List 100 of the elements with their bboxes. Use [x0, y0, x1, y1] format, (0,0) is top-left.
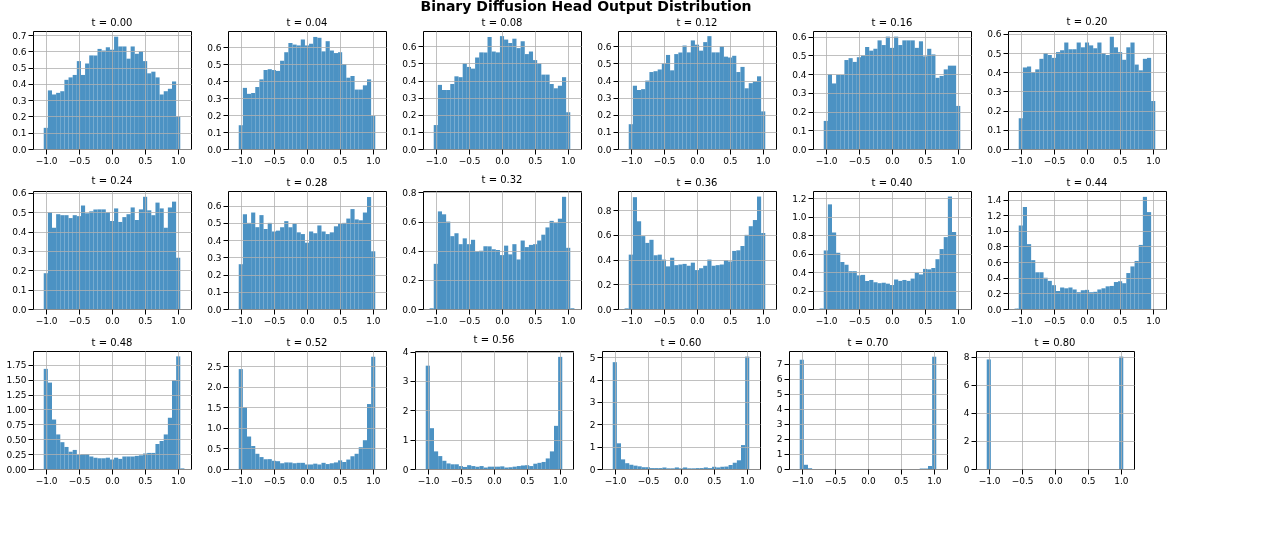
y-tick-label: 0.3 [12, 246, 27, 257]
x-tick-label: 1.0 [1114, 475, 1129, 486]
x-tick-label: 0.5 [918, 155, 933, 166]
y-tick-label: 0.6 [402, 217, 417, 228]
x-tick-label: −1.0 [425, 315, 448, 326]
y-tick-label: 0.3 [207, 93, 222, 104]
x-tick-label: −0.5 [848, 315, 871, 326]
chart-title: t = 0.80 [1034, 337, 1076, 348]
y-tick-label: 5 [589, 352, 596, 363]
y-tick-label: 0.1 [12, 285, 27, 296]
y-tick-label: 0.0 [987, 144, 1002, 155]
x-tick-label: −0.5 [263, 315, 286, 326]
x-tick-label: −0.5 [1011, 475, 1034, 486]
y-tick-label: 3 [589, 397, 596, 408]
x-tick-label: −1.0 [1010, 315, 1033, 326]
x-tick-label: 1.0 [366, 155, 381, 166]
y-tick-label: 0.1 [987, 125, 1002, 136]
x-tick-label: −1.0 [230, 315, 253, 326]
y-tick-label: 0.2 [207, 270, 222, 281]
x-tick-label: 0.5 [138, 315, 153, 326]
y-tick-label: 0.6 [792, 249, 807, 260]
x-tick-label: 0.0 [300, 155, 315, 166]
y-tick-label: 1.4 [987, 195, 1002, 206]
x-tick-label: 0.5 [333, 475, 348, 486]
x-tick-label: 0.0 [105, 475, 120, 486]
y-tick-label: 1.50 [6, 375, 27, 386]
x-tick-label: −1.0 [604, 475, 627, 486]
y-tick-label: 0.4 [987, 67, 1002, 78]
x-tick-label: 0.0 [1048, 475, 1063, 486]
text: Binary Diffusion Head Output Distribution [420, 0, 752, 15]
x-tick-label: 0.0 [861, 475, 876, 486]
y-tick-label: 0.8 [597, 205, 612, 216]
x-tick-label: 0.0 [300, 315, 315, 326]
x-tick-label: 0.5 [918, 315, 933, 326]
x-tick-label: 1.0 [171, 475, 186, 486]
x-tick-label: 0.5 [1081, 475, 1096, 486]
y-tick-label: 0.3 [597, 93, 612, 104]
chart-title: t = 0.24 [91, 174, 133, 186]
x-tick-label: 0.0 [885, 155, 900, 166]
x-tick-label: −0.5 [848, 155, 871, 166]
y-tick-label: 0.2 [12, 111, 27, 122]
y-tick-label: 1.2 [792, 193, 807, 204]
y-tick-label: 1.0 [987, 226, 1002, 237]
y-tick-label: 0.5 [402, 58, 417, 69]
y-tick-label: 0.0 [597, 144, 612, 155]
y-tick-label: 0 [402, 464, 409, 475]
y-tick-label: 0.4 [12, 79, 27, 90]
y-tick-label: 0 [963, 464, 970, 475]
x-tick-label: 1.0 [756, 155, 771, 166]
y-tick-label: 0.1 [207, 287, 222, 298]
chart-title: t = 0.60 [660, 337, 702, 348]
y-tick-label: 0.5 [987, 48, 1002, 59]
y-tick-label: 0.1 [597, 127, 612, 138]
y-tick-label: 0.6 [987, 257, 1002, 268]
y-tick-label: 0.0 [12, 144, 27, 155]
x-tick-label: −0.5 [824, 475, 847, 486]
y-tick-label: 0.6 [792, 32, 807, 43]
y-tick-label: 4 [402, 347, 409, 358]
x-tick-label: 0.0 [674, 475, 689, 486]
x-tick-label: 1.0 [740, 475, 755, 486]
y-tick-label: 5 [776, 389, 783, 400]
x-tick-label: −0.5 [68, 155, 91, 166]
y-tick-label: 0.0 [987, 304, 1002, 315]
x-tick-label: 0.5 [707, 475, 722, 486]
x-tick-label: −0.5 [263, 475, 286, 486]
chart-title: t = 0.04 [286, 17, 328, 28]
y-tick-label: 0.2 [12, 265, 27, 276]
x-tick-label: −0.5 [458, 155, 481, 166]
x-tick-label: 0.5 [723, 155, 738, 166]
y-tick-label: 0.2 [207, 110, 222, 121]
x-tick-label: 0.0 [1080, 315, 1095, 326]
y-tick-label: 0.1 [402, 127, 417, 138]
x-tick-label: −0.5 [653, 155, 676, 166]
y-tick-label: 0.6 [597, 41, 612, 52]
y-tick-label: 8 [963, 352, 970, 363]
x-tick-label: 1.0 [927, 475, 942, 486]
x-tick-label: −1.0 [815, 155, 838, 166]
y-tick-label: 2 [963, 436, 970, 447]
y-tick-label: 0.3 [12, 95, 27, 106]
chart-title: t = 0.32 [481, 174, 523, 186]
y-tick-label: 3 [402, 376, 409, 387]
y-tick-label: 0.3 [792, 88, 807, 99]
x-tick-label: 0.5 [723, 315, 738, 326]
x-tick-label: −1.0 [35, 475, 58, 486]
y-tick-label: 0.25 [6, 449, 27, 460]
y-tick-label: 0.2 [792, 107, 807, 118]
x-tick-label: 0.5 [333, 155, 348, 166]
y-tick-label: 0.2 [987, 288, 1002, 299]
y-tick-label: 1.0 [207, 423, 222, 434]
y-tick-label: 0.50 [6, 434, 27, 445]
y-tick-label: 0.0 [597, 304, 612, 315]
y-tick-label: 0.6 [12, 46, 27, 57]
x-tick-label: 0.5 [1113, 315, 1128, 326]
chart-title: t = 0.08 [481, 17, 523, 28]
x-tick-label: 0.0 [300, 475, 315, 486]
y-tick-label: 0.4 [792, 267, 807, 278]
x-tick-label: −1.0 [1010, 155, 1033, 166]
y-tick-label: 0 [589, 464, 596, 475]
y-tick-label: 0.5 [792, 50, 807, 61]
y-tick-label: 0.8 [792, 230, 807, 241]
